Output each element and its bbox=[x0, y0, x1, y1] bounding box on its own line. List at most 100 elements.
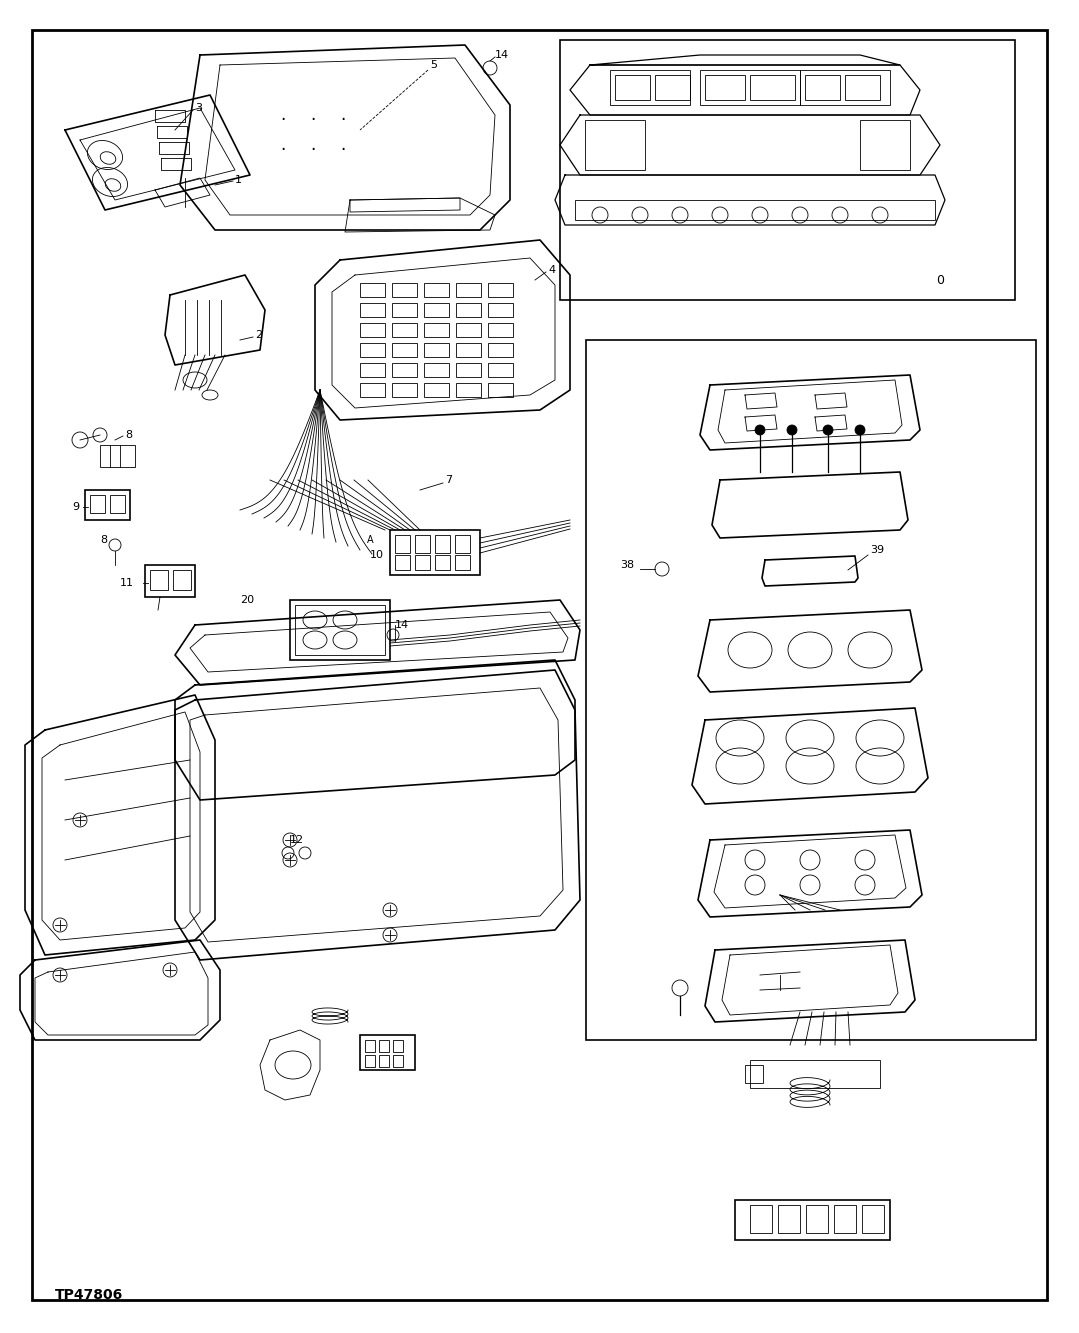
Bar bbox=[800, 71, 890, 105]
Bar bbox=[392, 303, 416, 317]
Text: TP47806: TP47806 bbox=[55, 1288, 123, 1302]
Bar bbox=[750, 1205, 771, 1233]
Bar bbox=[392, 283, 416, 297]
Text: 11: 11 bbox=[120, 579, 134, 588]
Bar bbox=[806, 1205, 828, 1233]
Bar bbox=[488, 343, 513, 357]
Bar bbox=[456, 383, 481, 397]
Bar bbox=[615, 75, 650, 100]
Bar bbox=[860, 120, 910, 171]
Bar bbox=[295, 605, 385, 655]
Bar bbox=[456, 303, 481, 317]
Text: 5: 5 bbox=[431, 60, 437, 71]
Bar bbox=[365, 1040, 375, 1052]
Bar bbox=[488, 283, 513, 297]
Bar bbox=[424, 383, 449, 397]
Bar bbox=[745, 1065, 763, 1082]
Bar bbox=[435, 535, 450, 553]
Bar bbox=[488, 323, 513, 337]
Bar bbox=[862, 1205, 884, 1233]
Bar bbox=[415, 535, 431, 553]
Text: ·: · bbox=[310, 111, 315, 129]
Bar bbox=[435, 555, 450, 571]
Text: 14: 14 bbox=[395, 620, 409, 631]
Bar bbox=[365, 1054, 375, 1066]
Bar bbox=[392, 343, 416, 357]
Bar bbox=[392, 363, 416, 377]
Bar bbox=[390, 531, 480, 575]
Bar bbox=[100, 445, 135, 467]
Bar bbox=[705, 75, 745, 100]
Bar bbox=[750, 1060, 880, 1088]
Bar bbox=[455, 535, 470, 553]
Text: A: A bbox=[367, 535, 373, 545]
Text: ·: · bbox=[310, 141, 315, 159]
Bar bbox=[655, 75, 689, 100]
Text: ·: · bbox=[340, 111, 345, 129]
Bar bbox=[90, 495, 105, 513]
Bar bbox=[415, 555, 431, 571]
Bar bbox=[424, 343, 449, 357]
Bar bbox=[110, 495, 125, 513]
Bar bbox=[456, 283, 481, 297]
Bar bbox=[456, 323, 481, 337]
Text: 9: 9 bbox=[72, 503, 79, 512]
Bar bbox=[456, 363, 481, 377]
Text: 38: 38 bbox=[620, 560, 634, 571]
Bar bbox=[145, 565, 195, 597]
Bar bbox=[424, 363, 449, 377]
Bar bbox=[805, 75, 839, 100]
Bar bbox=[360, 283, 385, 297]
Bar bbox=[85, 491, 129, 520]
Text: ·: · bbox=[279, 111, 285, 129]
Text: 39: 39 bbox=[870, 545, 884, 555]
Bar bbox=[735, 1200, 890, 1240]
Bar bbox=[395, 535, 410, 553]
Bar bbox=[379, 1040, 390, 1052]
Text: ·: · bbox=[340, 141, 345, 159]
Bar bbox=[488, 303, 513, 317]
Bar bbox=[173, 571, 191, 591]
Text: 20: 20 bbox=[240, 595, 255, 605]
Bar bbox=[290, 600, 390, 660]
Text: 8: 8 bbox=[125, 431, 132, 440]
Bar bbox=[586, 340, 1036, 1040]
Text: 4: 4 bbox=[548, 265, 555, 275]
Text: 8: 8 bbox=[100, 535, 107, 545]
Bar bbox=[360, 383, 385, 397]
Bar bbox=[585, 120, 645, 171]
Text: 7: 7 bbox=[445, 475, 452, 485]
Bar bbox=[750, 75, 795, 100]
Text: 14: 14 bbox=[495, 51, 509, 60]
Bar bbox=[393, 1040, 402, 1052]
Bar bbox=[360, 1034, 415, 1070]
Bar bbox=[700, 71, 800, 105]
Bar bbox=[379, 1054, 390, 1066]
Text: 2: 2 bbox=[255, 331, 262, 340]
Circle shape bbox=[787, 425, 797, 435]
Bar bbox=[834, 1205, 856, 1233]
Text: 0: 0 bbox=[935, 273, 944, 287]
Bar bbox=[395, 555, 410, 571]
Text: 12: 12 bbox=[290, 834, 304, 845]
Text: 3: 3 bbox=[195, 103, 202, 113]
Text: 1: 1 bbox=[235, 175, 242, 185]
Bar bbox=[560, 40, 1015, 300]
Text: ·: · bbox=[279, 141, 285, 159]
Bar bbox=[150, 571, 168, 591]
Bar bbox=[610, 71, 689, 105]
Bar bbox=[360, 303, 385, 317]
Bar bbox=[845, 75, 880, 100]
Bar bbox=[392, 323, 416, 337]
Bar bbox=[392, 383, 416, 397]
Bar bbox=[575, 200, 935, 220]
Bar bbox=[778, 1205, 800, 1233]
Bar bbox=[424, 283, 449, 297]
Bar bbox=[424, 303, 449, 317]
Circle shape bbox=[823, 425, 833, 435]
Bar bbox=[456, 343, 481, 357]
Bar bbox=[455, 555, 470, 571]
Bar bbox=[488, 383, 513, 397]
Bar bbox=[393, 1054, 402, 1066]
Text: 10: 10 bbox=[370, 551, 384, 560]
